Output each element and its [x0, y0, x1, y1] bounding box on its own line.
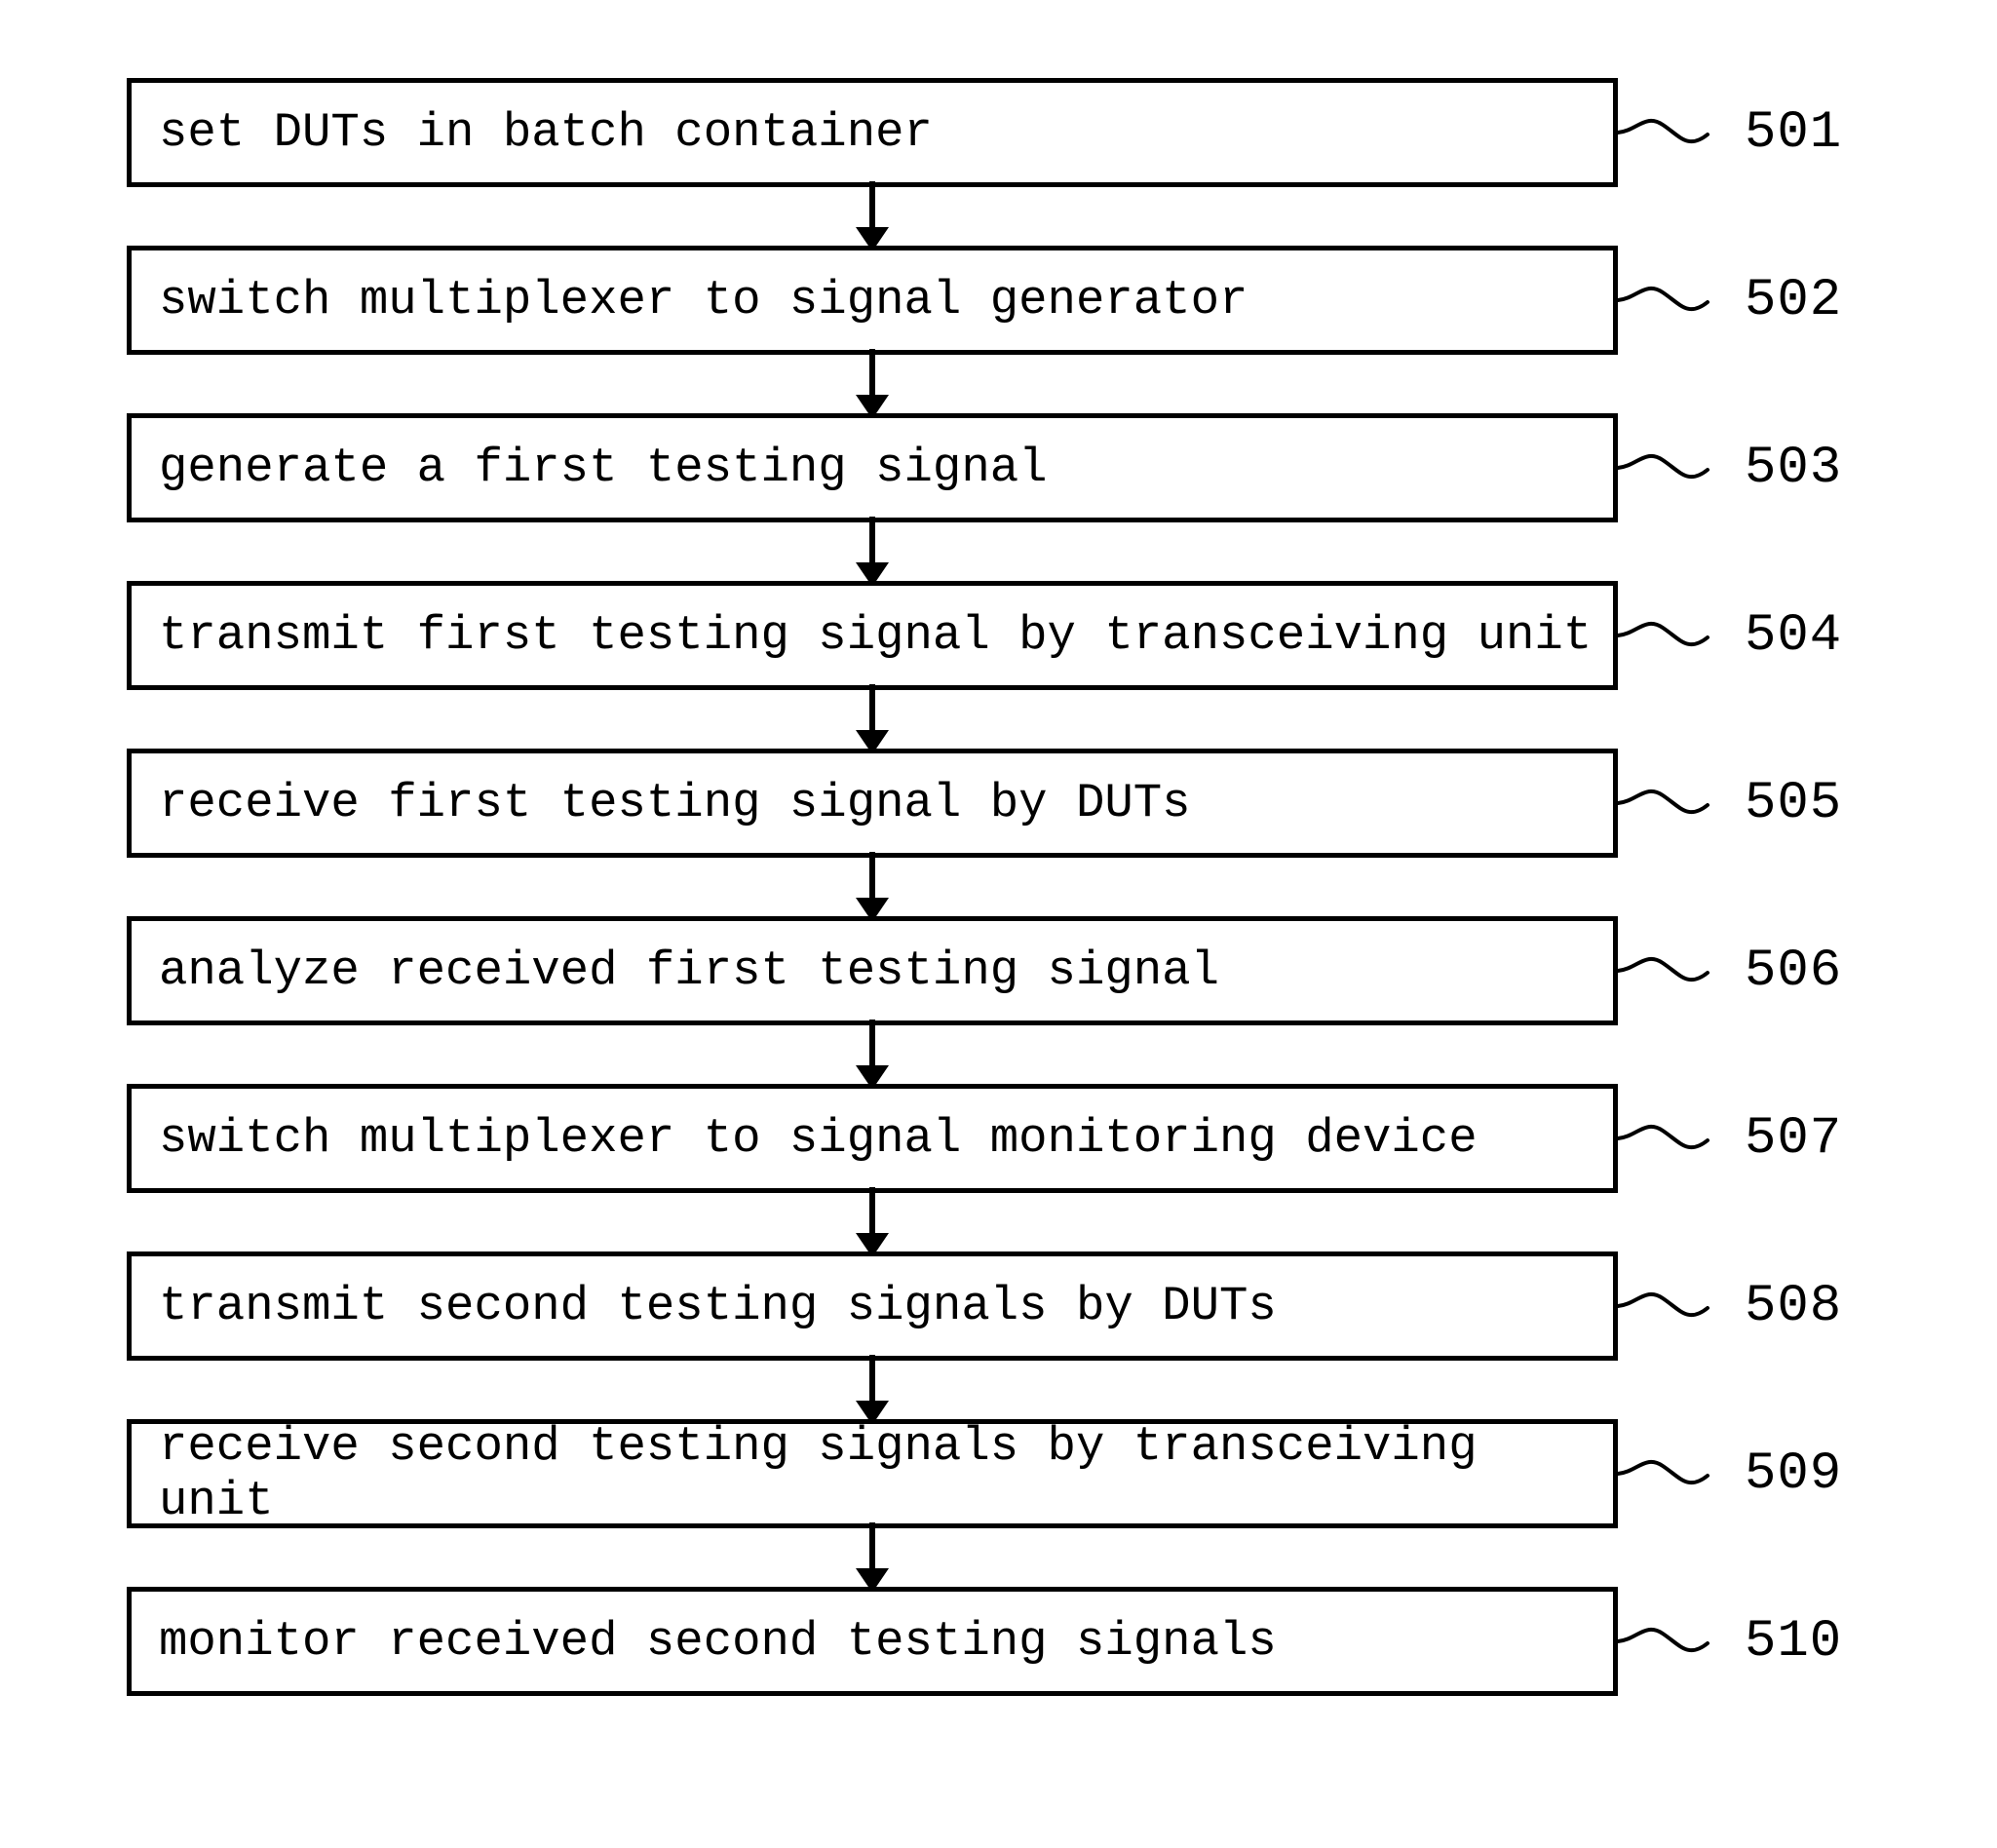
step-number-label: 504	[1745, 606, 1842, 666]
step-box: analyze received first testing signal	[127, 916, 1618, 1025]
flow-arrow	[127, 690, 1618, 749]
flowchart-step: transmit first testing signal by transce…	[127, 581, 1881, 690]
lead-line	[1618, 916, 1745, 1025]
step-number-label: 510	[1745, 1612, 1842, 1672]
lead-line	[1618, 1084, 1745, 1193]
flowchart-step: receive second testing signals by transc…	[127, 1419, 1881, 1528]
flow-arrow	[127, 1528, 1618, 1587]
step-box: generate a first testing signal	[127, 413, 1618, 522]
flow-arrow	[127, 522, 1618, 581]
step-box: set DUTs in batch container	[127, 78, 1618, 187]
step-number-label: 501	[1745, 103, 1842, 163]
flowchart-step: switch multiplexer to signal generator 50…	[127, 246, 1881, 355]
flowchart-step: set DUTs in batch container 501	[127, 78, 1881, 187]
lead-line	[1618, 78, 1745, 187]
flowchart-step: switch multiplexer to signal monitoring …	[127, 1084, 1881, 1193]
step-box: receive first testing signal by DUTs	[127, 749, 1618, 858]
step-box: monitor received second testing signals	[127, 1587, 1618, 1696]
flowchart-step: monitor received second testing signals 5…	[127, 1587, 1881, 1696]
lead-line	[1618, 749, 1745, 858]
lead-line	[1618, 246, 1745, 355]
flow-arrow	[127, 1361, 1618, 1419]
flowchart-container: set DUTs in batch container 501 switch mul…	[127, 78, 1881, 1696]
flowchart-step: analyze received first testing signal 506	[127, 916, 1881, 1025]
lead-line	[1618, 1419, 1745, 1528]
flow-arrow	[127, 1193, 1618, 1251]
flow-arrow	[127, 858, 1618, 916]
step-number-label: 507	[1745, 1109, 1842, 1169]
lead-line	[1618, 1251, 1745, 1361]
flow-arrow	[127, 187, 1618, 246]
lead-line	[1618, 581, 1745, 690]
step-number-label: 508	[1745, 1277, 1842, 1336]
step-box: receive second testing signals by transc…	[127, 1419, 1618, 1528]
step-box: transmit first testing signal by transce…	[127, 581, 1618, 690]
step-number-label: 509	[1745, 1444, 1842, 1504]
step-number-label: 503	[1745, 439, 1842, 498]
step-number-label: 506	[1745, 942, 1842, 1001]
flowchart-step: generate a first testing signal 503	[127, 413, 1881, 522]
flow-arrow	[127, 355, 1618, 413]
step-number-label: 502	[1745, 271, 1842, 330]
lead-line	[1618, 413, 1745, 522]
flowchart-step: transmit second testing signals by DUTs 5…	[127, 1251, 1881, 1361]
step-number-label: 505	[1745, 774, 1842, 833]
lead-line	[1618, 1587, 1745, 1696]
step-box: switch multiplexer to signal generator	[127, 246, 1618, 355]
step-box: transmit second testing signals by DUTs	[127, 1251, 1618, 1361]
flow-arrow	[127, 1025, 1618, 1084]
flowchart-step: receive first testing signal by DUTs 505	[127, 749, 1881, 858]
step-box: switch multiplexer to signal monitoring …	[127, 1084, 1618, 1193]
